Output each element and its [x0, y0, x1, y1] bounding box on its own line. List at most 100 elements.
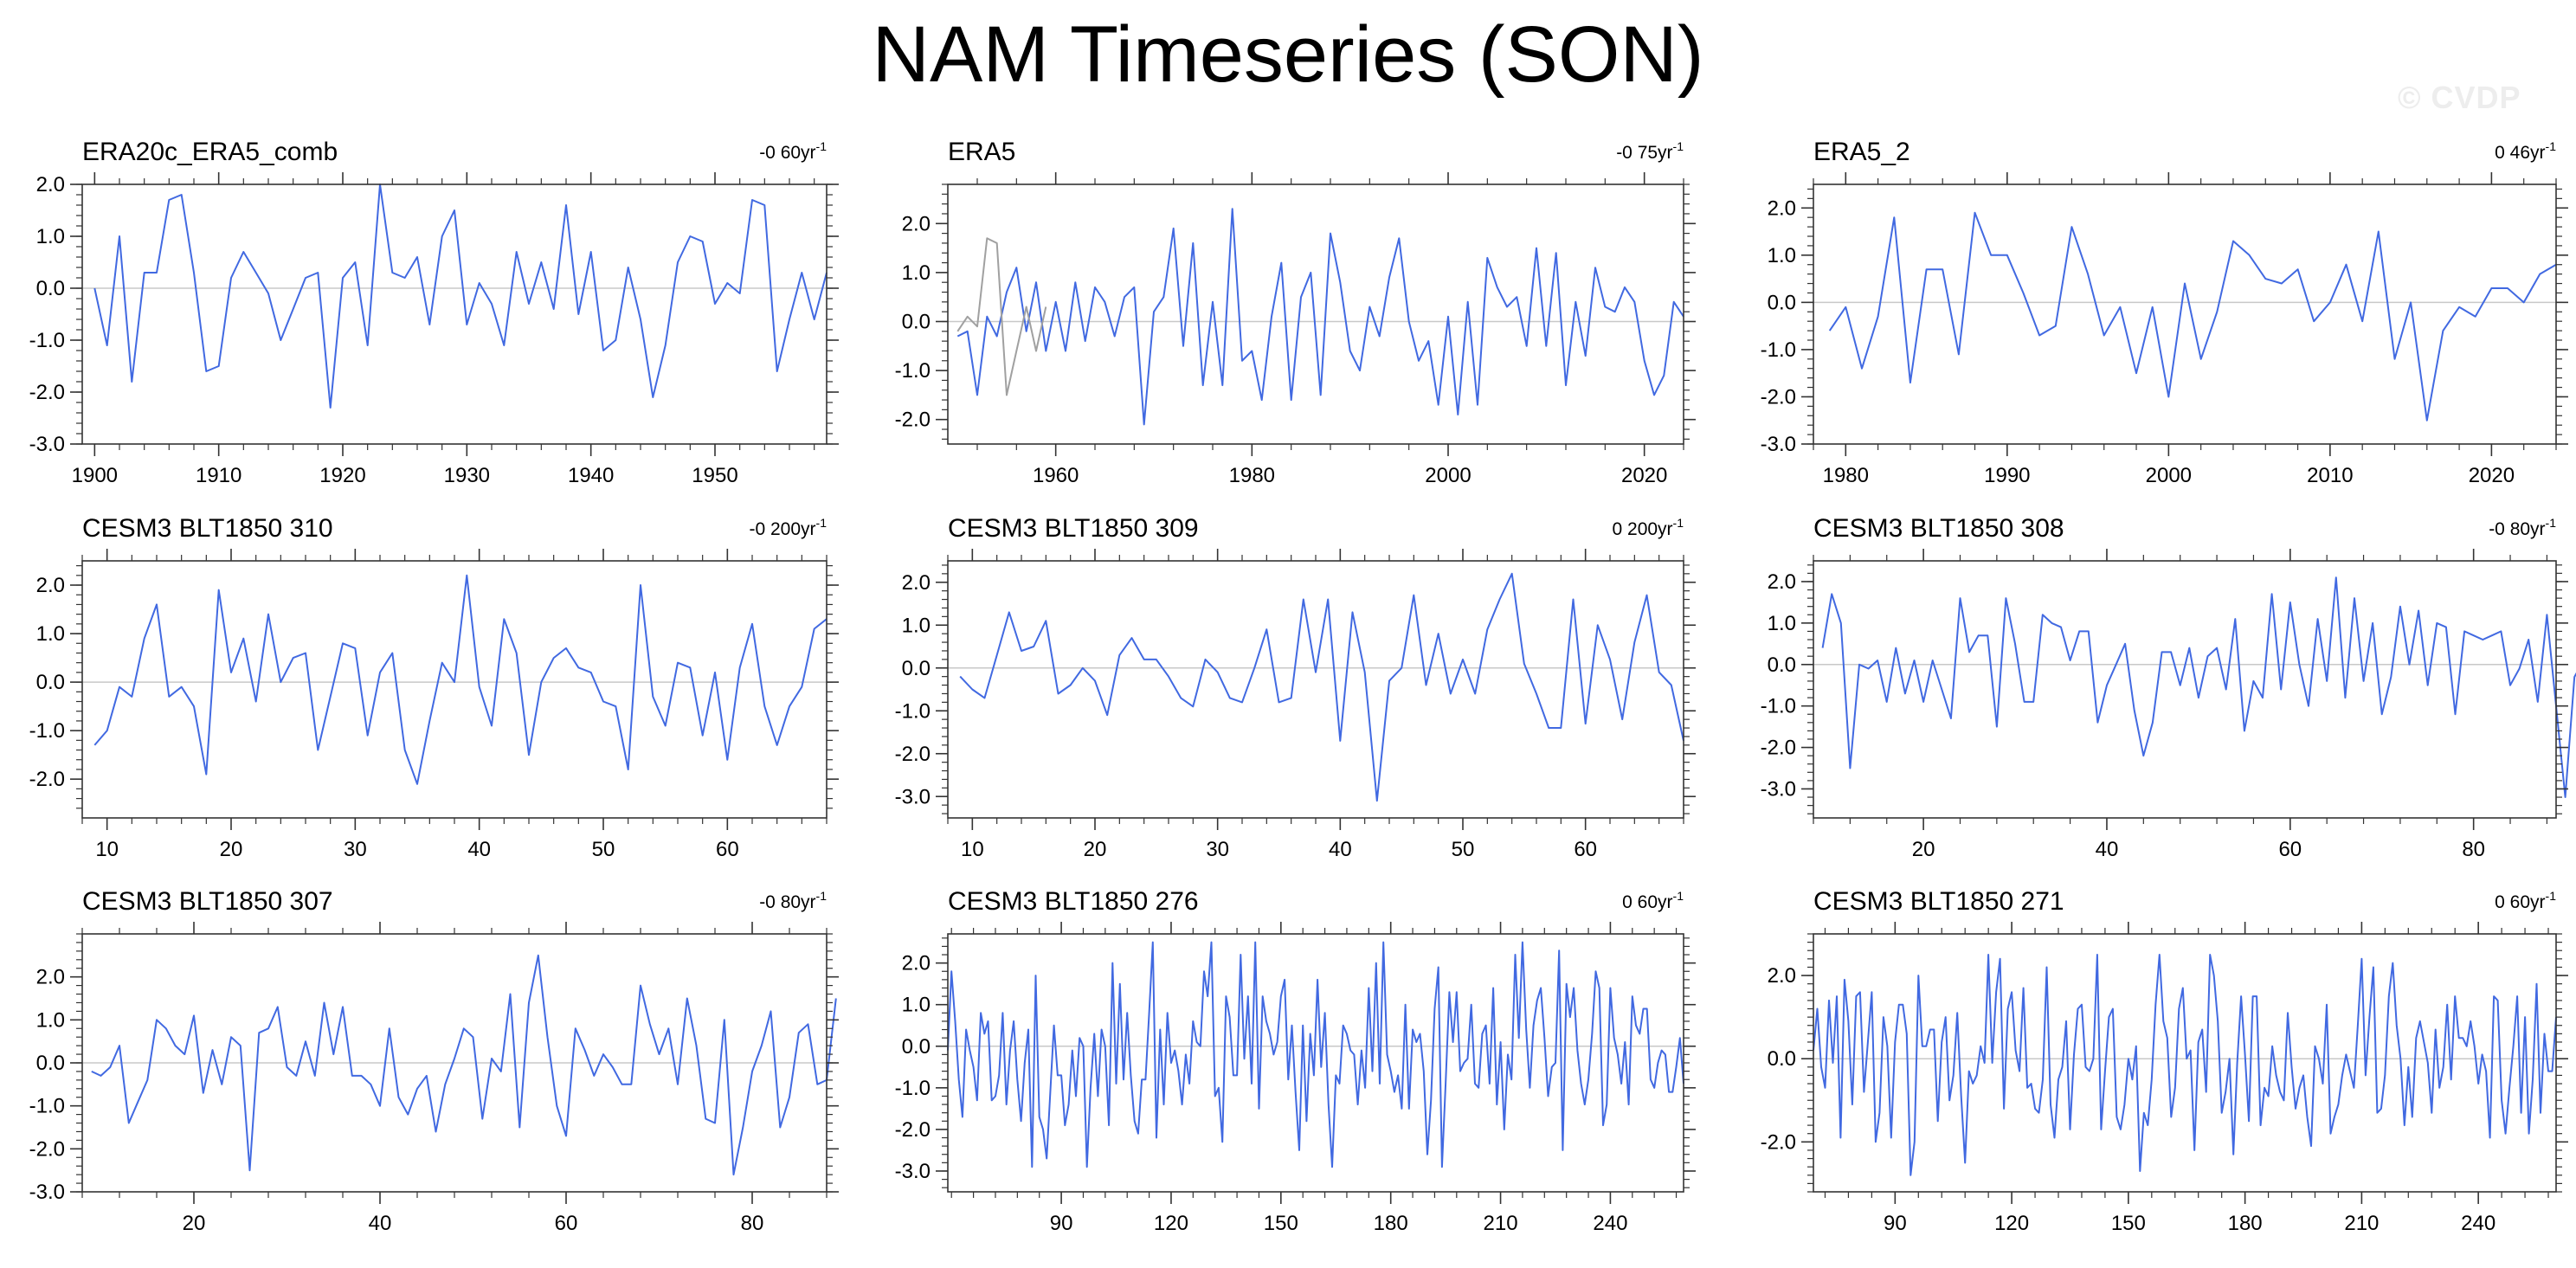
x-tick-label: 90	[1884, 1212, 1907, 1235]
panel-title: CESM3 BLT1850 276	[948, 887, 1199, 916]
x-tick-label: 1980	[1229, 464, 1275, 487]
x-tick-label: 40	[369, 1212, 392, 1235]
panel-3: 1980 1990 2000 2010 2020 -3.0 -2.0 -1.0 0.0 1.0 2.…	[1761, 138, 2568, 487]
x-tick-label: 1930	[444, 464, 490, 487]
y-tick-label: -3.0	[1761, 433, 1796, 456]
y-tick-label: -1.0	[1761, 695, 1796, 718]
trend-value: 0 60yr	[2495, 892, 2545, 912]
y-tick-label: -2.0	[1761, 385, 1796, 409]
series-line	[1813, 954, 2557, 1176]
y-tick-label: -3.0	[1761, 777, 1796, 801]
trend-value: -0 60yr	[759, 143, 815, 163]
x-tick-label: 210	[1484, 1212, 1518, 1235]
x-tick-label: 2020	[1621, 464, 1667, 487]
trend-exponent: -1	[2546, 139, 2557, 153]
x-tick-label: 2020	[2469, 464, 2515, 487]
x-tick-label: 10	[95, 838, 119, 861]
secondary-series-line	[956, 237, 1047, 396]
y-tick-label: -1.0	[29, 329, 65, 352]
x-tick-label: 1910	[196, 464, 242, 487]
series-line	[956, 208, 1684, 426]
y-tick-label: -1.0	[29, 1095, 65, 1118]
y-tick-label: -3.0	[895, 1160, 931, 1183]
y-tick-label: -2.0	[29, 381, 65, 404]
plot-frame	[947, 183, 1684, 445]
x-tick-label: 1940	[568, 464, 614, 487]
trend-label: -0 75yr-1	[1616, 139, 1684, 163]
trend-exponent: -1	[816, 139, 828, 153]
y-tick-label: 0.0	[36, 277, 65, 300]
trend-value: -0 200yr	[750, 519, 816, 539]
panel-8: 90 120 150 180 210 240 -3.0 -2.0 -1.0 0.0 1.0 2.0 CE…	[895, 887, 1696, 1235]
trend-exponent: -1	[2546, 889, 2557, 903]
y-tick-label: -1.0	[895, 359, 931, 383]
trend-value: -0 80yr	[2489, 519, 2545, 539]
panel-title: CESM3 BLT1850 271	[1813, 887, 2064, 916]
y-tick-label: 1.0	[902, 614, 931, 637]
x-tick-label: 120	[1154, 1212, 1188, 1235]
series-line	[93, 574, 828, 785]
y-tick-label: 1.0	[1768, 244, 1796, 267]
plot-frame	[81, 183, 828, 445]
y-tick-label: 2.0	[1768, 964, 1796, 988]
x-tick-label: 40	[467, 838, 491, 861]
plot-frame	[947, 933, 1684, 1193]
trend-exponent: -1	[1673, 516, 1684, 530]
trend-label: 0 60yr-1	[2495, 889, 2556, 912]
panel-6: 20 40 60 80 -3.0 -2.0 -1.0 0.0 1.0 2.0 CESM3 BLT18…	[1761, 514, 2576, 861]
y-tick-label: -2.0	[895, 743, 931, 766]
y-tick-label: -1.0	[895, 699, 931, 723]
panel-title: CESM3 BLT1850 309	[948, 514, 1199, 543]
x-tick-label: 60	[555, 1212, 578, 1235]
x-tick-label: 1960	[1033, 464, 1079, 487]
y-tick-label: -1.0	[29, 719, 65, 743]
plot-frame	[1813, 560, 2557, 819]
x-tick-label: 30	[1206, 838, 1229, 861]
y-tick-label: 0.0	[902, 310, 931, 333]
x-tick-label: 180	[1374, 1212, 1408, 1235]
y-tick-label: 2.0	[902, 952, 931, 975]
y-tick-label: 1.0	[902, 994, 931, 1017]
y-tick-label: 1.0	[902, 261, 931, 285]
cvdp-watermark: © CVDP	[2398, 80, 2521, 115]
x-tick-label: 10	[961, 838, 984, 861]
plot-frame	[1813, 183, 2557, 445]
y-tick-label: 0.0	[1768, 1047, 1796, 1071]
series-line	[1821, 576, 2576, 798]
plot-frame	[1813, 933, 2557, 1193]
x-tick-label: 40	[1329, 838, 1352, 861]
panel-title: ERA5	[948, 138, 1015, 166]
y-tick-label: -2.0	[895, 1118, 931, 1142]
x-tick-label: 50	[1452, 838, 1475, 861]
x-tick-label: 240	[2461, 1212, 2496, 1235]
x-tick-label: 90	[1050, 1212, 1073, 1235]
series-line	[959, 572, 1684, 802]
trend-exponent: -1	[1673, 139, 1684, 153]
x-tick-label: 1980	[1823, 464, 1869, 487]
trend-value: 0 200yr	[1613, 519, 1673, 539]
series-line	[93, 183, 828, 409]
panel-2: 1960 1980 2000 2020 -2.0 -1.0 0.0 1.0 2.0 ERA5 -0 …	[895, 138, 1696, 487]
x-tick-label: 1990	[1984, 464, 2030, 487]
y-tick-label: 1.0	[36, 1008, 65, 1032]
y-tick-label: -2.0	[1761, 737, 1796, 760]
panel-9: 90 120 150 180 210 240 -2.0 0.0 2.0 CESM3 BLT1850…	[1761, 887, 2568, 1235]
y-tick-label: 1.0	[1768, 612, 1796, 635]
x-tick-label: 80	[2462, 838, 2485, 861]
x-tick-label: 210	[2344, 1212, 2379, 1235]
figure-title: NAM Timeseries (SON)	[872, 10, 1704, 99]
y-tick-label: 2.0	[902, 571, 931, 595]
x-tick-label: 2010	[2307, 464, 2353, 487]
panel-title: CESM3 BLT1850 310	[82, 514, 333, 543]
y-tick-label: 0.0	[902, 657, 931, 680]
y-tick-label: -2.0	[895, 409, 931, 432]
x-tick-label: 2000	[1425, 464, 1471, 487]
x-tick-label: 30	[344, 838, 367, 861]
y-tick-label: 2.0	[36, 966, 65, 989]
trend-label: 0 46yr-1	[2495, 139, 2556, 163]
y-tick-label: -3.0	[895, 785, 931, 808]
y-tick-label: 0.0	[902, 1035, 931, 1059]
series-line	[91, 954, 837, 1176]
y-tick-label: 0.0	[1768, 653, 1796, 677]
